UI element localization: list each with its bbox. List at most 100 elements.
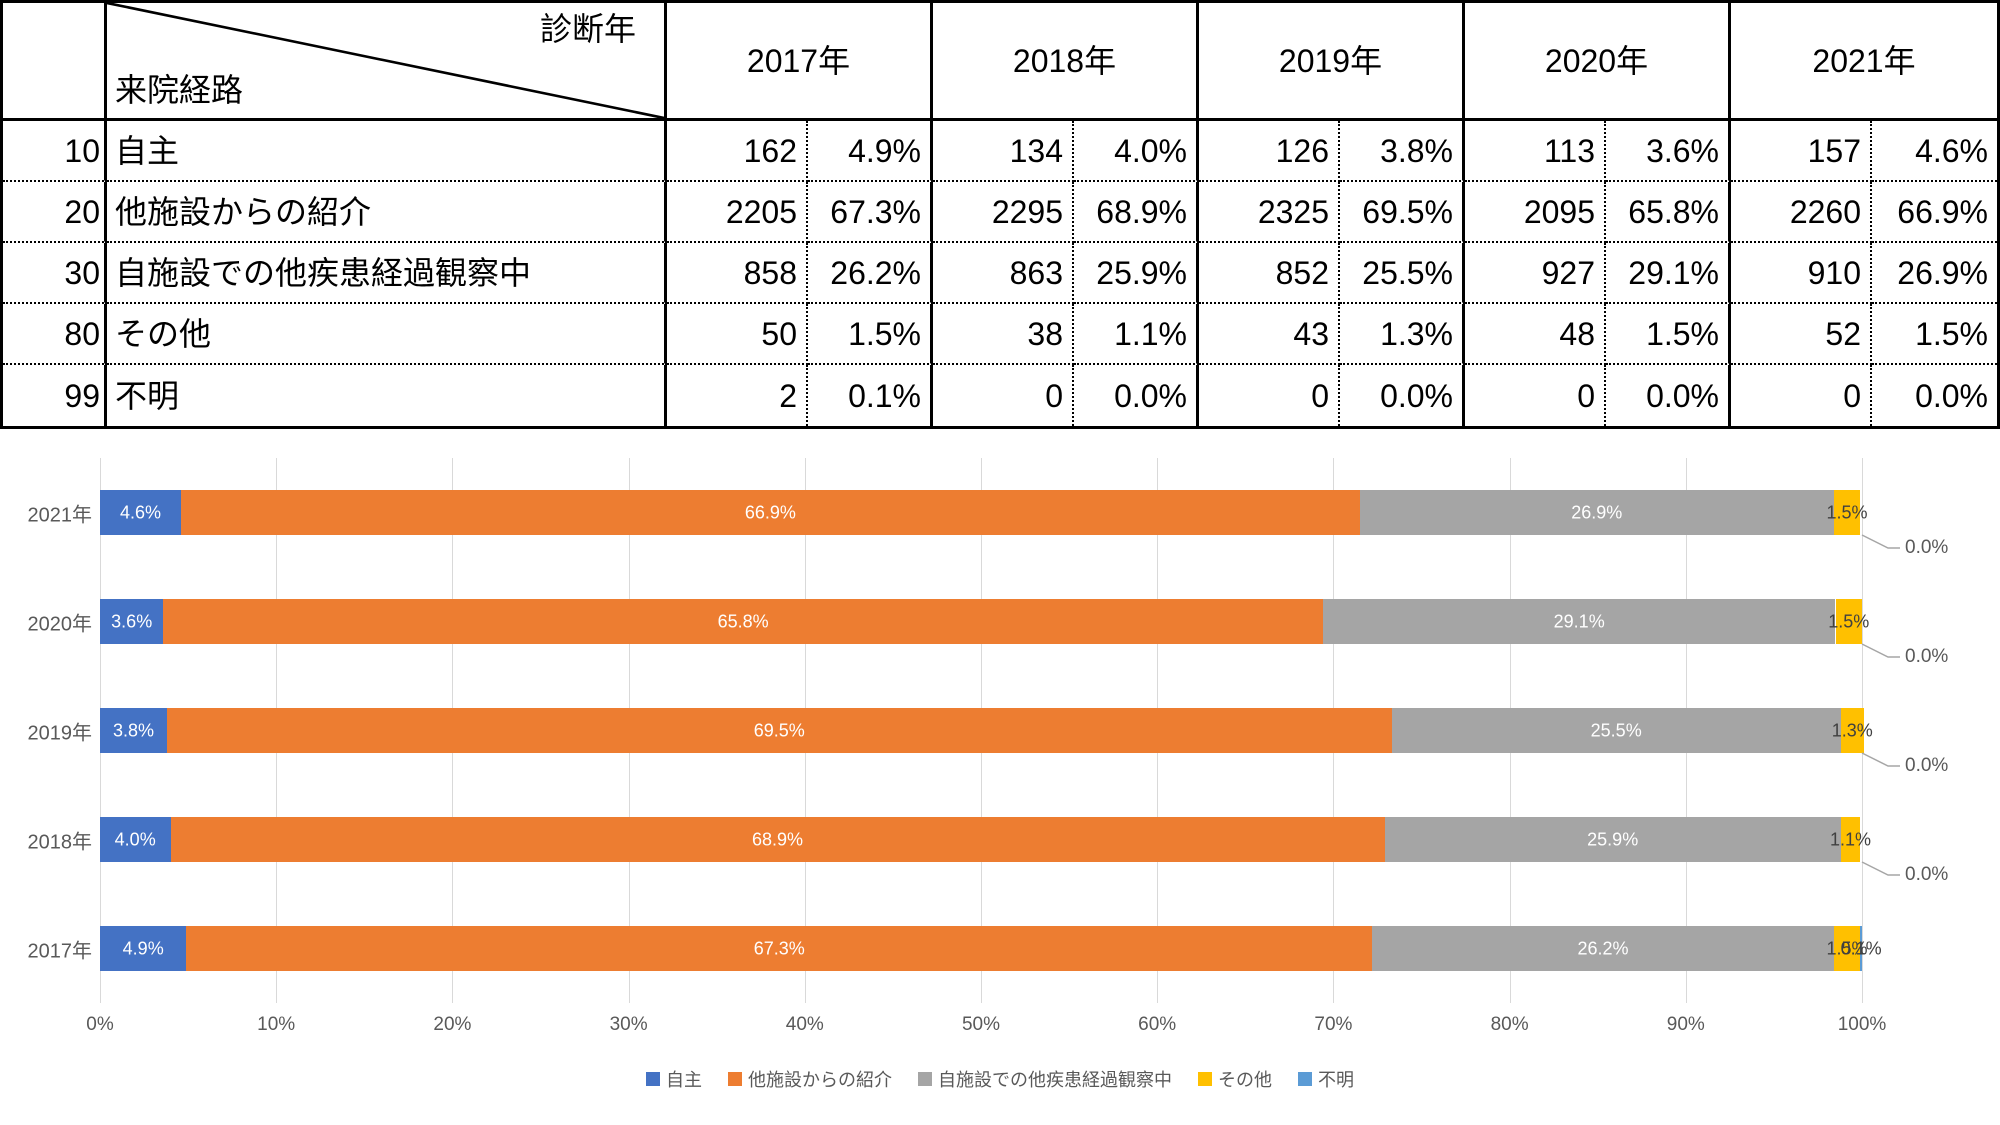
data-label: 29.1%: [1553, 611, 1605, 631]
percent-cell: 0.0%: [1074, 365, 1199, 426]
count-cell: 126: [1199, 121, 1340, 182]
count-cell: 162: [667, 121, 808, 182]
legend-item: 他施設からの紹介: [728, 1066, 892, 1092]
corner-label-diagnosis-year: 診断年: [539, 11, 636, 47]
percent-cell: 4.9%: [808, 121, 933, 182]
count-cell: 2095: [1465, 182, 1606, 243]
percent-cell: 1.1%: [1074, 304, 1199, 365]
legend-swatch: [728, 1072, 742, 1086]
count-cell: 2205: [667, 182, 808, 243]
data-label: 25.5%: [1590, 720, 1642, 740]
percent-cell: 3.8%: [1340, 121, 1465, 182]
legend-label: 自施設での他疾患経過観察中: [938, 1070, 1172, 1090]
count-cell: 858: [667, 243, 808, 304]
bar-segment: [1840, 817, 1861, 862]
legend-swatch: [1198, 1072, 1212, 1086]
bar-segment: [1835, 599, 1862, 644]
count-cell: 0: [1199, 365, 1340, 426]
bar-segment: [100, 599, 164, 644]
category-label: 2020年: [27, 613, 93, 635]
percent-cell: 68.9%: [1074, 182, 1199, 243]
percent-cell: 66.9%: [1872, 182, 1997, 243]
bar-segment: [1840, 708, 1864, 753]
count-cell: 863: [933, 243, 1074, 304]
category-label: 2017年: [27, 940, 93, 962]
data-label: 1.3%: [1831, 720, 1873, 740]
count-cell: 134: [933, 121, 1074, 182]
percent-cell: 0.0%: [1915, 377, 1988, 414]
year-header: 2020年: [1465, 3, 1731, 121]
data-label: 1.1%: [1829, 829, 1872, 849]
bar-segment: [181, 490, 1360, 535]
count-cell: 38: [933, 304, 1074, 365]
data-label: 4.6%: [119, 502, 162, 522]
x-axis-tick: 50%: [961, 1014, 1001, 1035]
zero-callout-label: 0.0%: [1905, 864, 1949, 885]
corner-label-referral-route: 来院経路: [115, 72, 244, 108]
count-cell: 43: [1199, 304, 1340, 365]
percent-cell: 0.1%: [808, 365, 933, 426]
percent-cell: 4.0%: [1074, 121, 1199, 182]
percent-cell: 25.9%: [1074, 243, 1199, 304]
x-axis-tick: 60%: [1138, 1014, 1177, 1035]
count-cell: 2260: [1731, 182, 1872, 243]
percent-cell: 67.3%: [808, 182, 933, 243]
count-cell: 852: [1199, 243, 1340, 304]
x-axis-tick: 30%: [609, 1014, 648, 1035]
data-label: 66.9%: [744, 502, 796, 522]
legend-swatch: [918, 1072, 932, 1086]
row-code: 20: [3, 182, 107, 243]
x-axis-tick: 40%: [785, 1014, 824, 1035]
count-cell: 2: [667, 365, 808, 426]
row-label: 他施設からの紹介: [107, 182, 667, 243]
year-header: 2017年: [667, 3, 933, 121]
year-header: 2021年: [1731, 3, 1997, 121]
count-cell: 50: [667, 304, 808, 365]
data-label: 67.3%: [753, 938, 805, 958]
diagonal-line: [107, 3, 664, 118]
percent-cell: 25.5%: [1340, 243, 1465, 304]
percent-cell: 3.6%: [1606, 121, 1731, 182]
bar-segment: [1833, 490, 1861, 535]
legend-item: 自施設での他疾患経過観察中: [918, 1066, 1172, 1092]
row-code: 99: [3, 365, 107, 426]
data-label: 1.5%: [1826, 938, 1868, 958]
data-label: 4.0%: [114, 829, 156, 849]
bar-segment: [1359, 490, 1834, 535]
year-header: 2018年: [933, 3, 1199, 121]
row-code: 10: [3, 121, 107, 182]
count-cell: 157: [1731, 121, 1872, 182]
count-cell: 0: [1731, 365, 1872, 426]
x-axis-tick: 80%: [1490, 1014, 1529, 1035]
leader-line: [1861, 752, 1900, 767]
bar-segment: [100, 817, 171, 862]
bar-segment: [1860, 926, 1862, 971]
legend-label: 他施設からの紹介: [748, 1070, 892, 1090]
row-label: 自主: [107, 121, 667, 182]
data-label: 26.9%: [1571, 502, 1623, 522]
count-cell: 2325: [1199, 182, 1340, 243]
percent-cell: 26.2%: [808, 243, 933, 304]
category-label: 2021年: [27, 504, 93, 526]
bar-segment: [100, 708, 167, 753]
count-cell: 113: [1465, 121, 1606, 182]
percent-cell: 26.9%: [1872, 243, 1997, 304]
percent-cell: 69.5%: [1340, 182, 1465, 243]
category-label: 2018年: [27, 831, 93, 853]
percent-cell: 1.5%: [1872, 304, 1997, 365]
data-label: 4.9%: [122, 938, 164, 958]
count-cell: 52: [1731, 304, 1872, 365]
zero-callout-label: 0.0%: [1905, 755, 1949, 776]
percent-cell: 4.6%: [1872, 121, 1997, 182]
bar-segment: [1372, 926, 1834, 971]
row-label: その他: [107, 304, 667, 365]
zero-callout-label: 0.0%: [1905, 537, 1949, 558]
x-axis-tick: 70%: [1314, 1014, 1353, 1035]
legend-swatch: [1298, 1072, 1312, 1086]
x-axis-tick: 10%: [257, 1014, 296, 1035]
bar-segment: [170, 817, 1385, 862]
referral-route-table: 診断年 来院経路 2017年 2018年 2019年 2020年 2021年 10 自主 162 4…: [0, 0, 2000, 429]
legend-swatch: [646, 1072, 660, 1086]
count-cell: 0: [933, 365, 1074, 426]
